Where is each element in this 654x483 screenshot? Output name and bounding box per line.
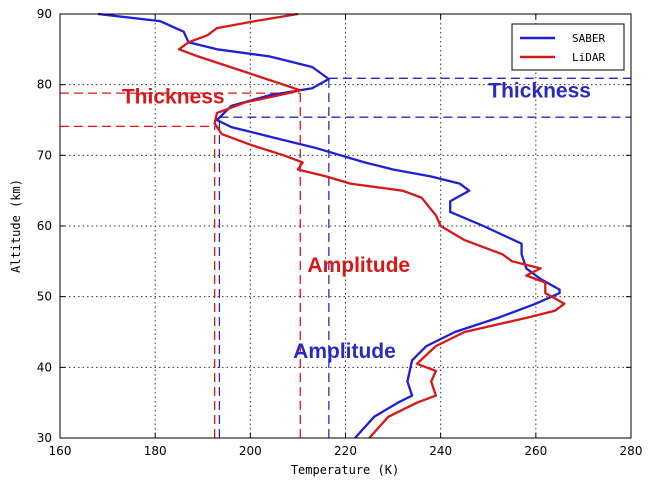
annotation-amplitude: Amplitude — [293, 340, 396, 363]
series-line-saber — [97, 12, 561, 439]
legend-box — [511, 23, 625, 71]
y-tick-label: 60 — [37, 219, 52, 233]
x-tick-label: 220 — [334, 444, 357, 458]
series-layer — [97, 12, 566, 439]
y-tick-label: 80 — [37, 78, 52, 92]
x-tick-label: 280 — [620, 444, 643, 458]
x-tick-label: 180 — [144, 444, 167, 458]
reference-lines — [60, 77, 631, 438]
y-tick-label: 40 — [37, 360, 52, 374]
x-tick-label: 240 — [429, 444, 452, 458]
y-tick-label: 90 — [37, 7, 52, 21]
x-tick-label: 200 — [239, 444, 262, 458]
legend-saber-label: SABER — [572, 32, 605, 45]
y-tick-label: 30 — [37, 431, 52, 445]
annotation-thickness: Thickness — [122, 86, 225, 109]
y-axis-label: Altitude (km) — [9, 179, 23, 273]
legend: SABER LiDAR — [511, 23, 625, 71]
annotation-thickness: Thickness — [488, 79, 591, 102]
x-tick-label: 260 — [524, 444, 547, 458]
legend-lidar-label: LiDAR — [572, 51, 605, 64]
axis-ticks: 160 180 200 220 240 260 280 30 40 50 60 70 80 90 — [37, 7, 643, 458]
y-tick-label: 50 — [37, 290, 52, 304]
annotation-amplitude: Amplitude — [307, 254, 410, 277]
x-tick-label: 160 — [49, 444, 72, 458]
annotations: Thickness Thickness Amplitude Amplitude — [122, 79, 591, 363]
x-axis-label: Temperature (K) — [291, 463, 399, 477]
series-line-lidar — [177, 12, 566, 439]
y-tick-label: 70 — [37, 148, 52, 162]
